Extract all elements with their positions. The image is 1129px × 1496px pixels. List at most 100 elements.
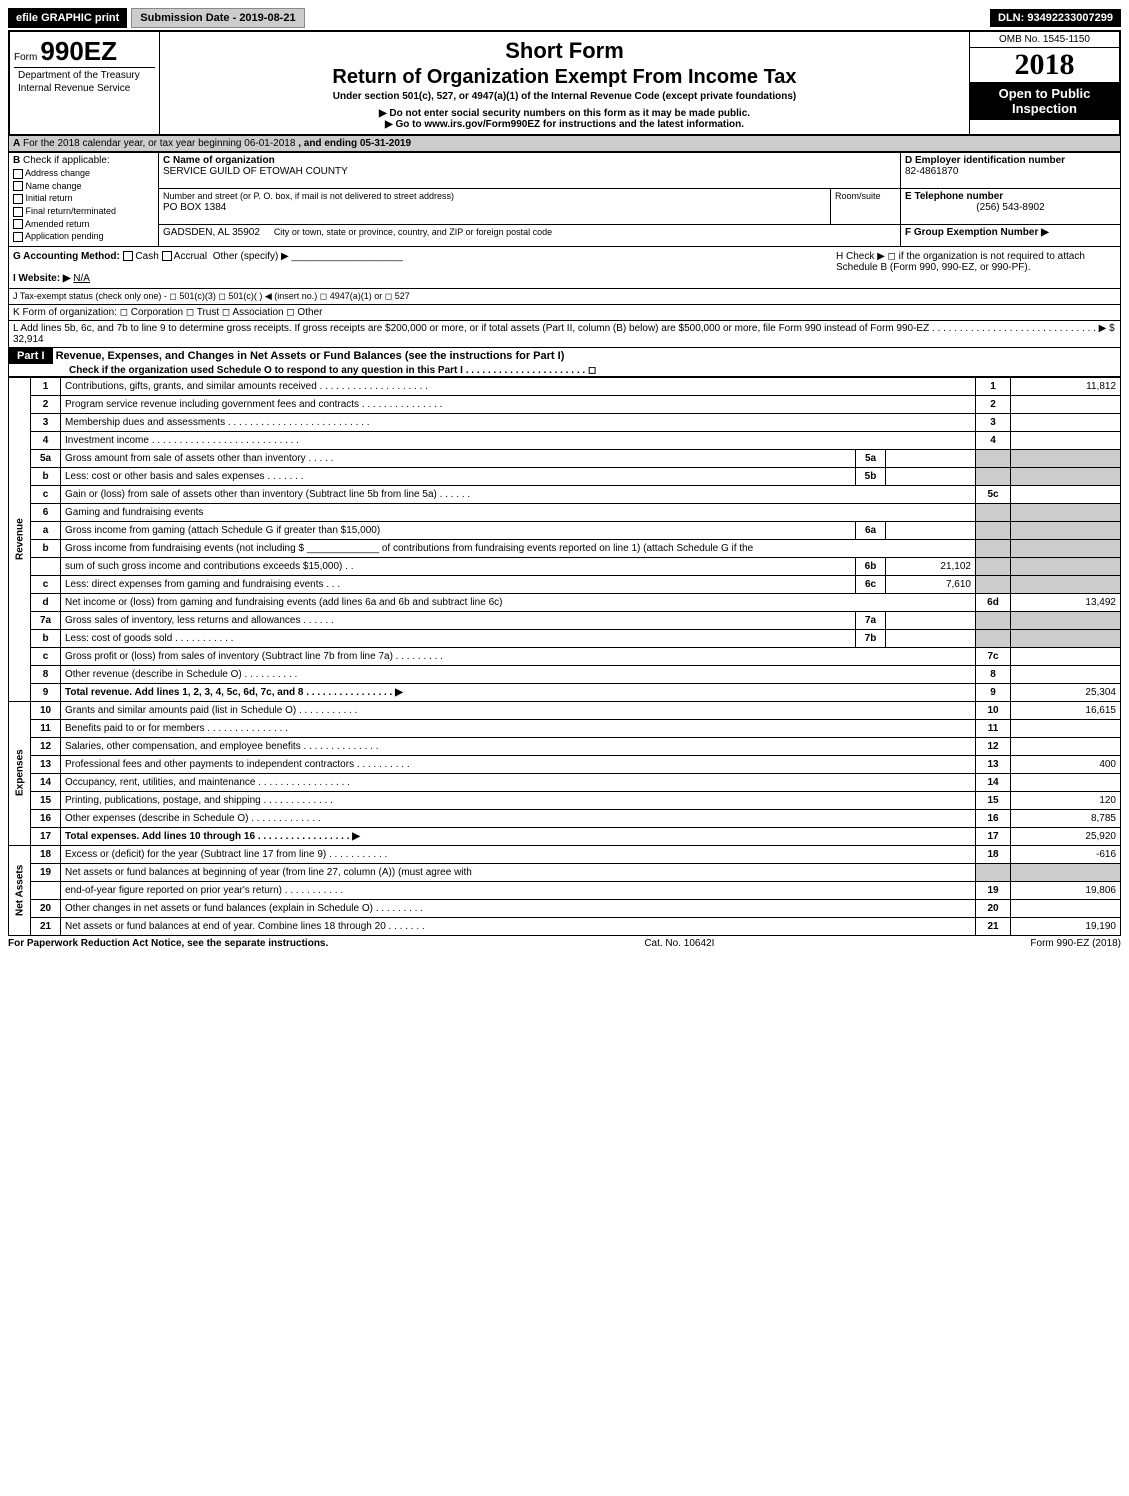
inner-box-label: 7b <box>856 629 886 647</box>
accrual-checkbox[interactable] <box>162 251 172 261</box>
line-description: Gain or (loss) from sale of assets other… <box>61 485 976 503</box>
line-row: 7aGross sales of inventory, less returns… <box>9 611 1121 629</box>
inner-box-label: 6b <box>856 557 886 575</box>
check-address-change[interactable] <box>13 169 23 179</box>
section-h-text: H Check ▶ ◻ if the organization is not r… <box>836 251 1116 284</box>
check-initial-return[interactable] <box>13 194 23 204</box>
section-b-title: Check if applicable: <box>23 155 110 166</box>
goto-link[interactable]: ▶ Go to www.irs.gov/Form990EZ for instru… <box>164 119 965 130</box>
form-number: 990EZ <box>40 36 117 66</box>
line-box: 5c <box>976 485 1011 503</box>
outer-box-shaded <box>976 611 1011 629</box>
lines-table: Revenue1Contributions, gifts, grants, an… <box>8 377 1121 936</box>
org-info-table: B Check if applicable: Address change Na… <box>8 152 1121 247</box>
line-number: a <box>31 521 61 539</box>
line-description: Contributions, gifts, grants, and simila… <box>61 377 976 395</box>
line-value <box>1011 899 1121 917</box>
inner-value <box>886 467 976 485</box>
cash-checkbox[interactable] <box>123 251 133 261</box>
city-value: GADSDEN, AL 35902 <box>163 227 260 238</box>
line-value <box>1011 719 1121 737</box>
line-box: 21 <box>976 917 1011 935</box>
outer-value-shaded <box>1011 467 1121 485</box>
footer-mid: Cat. No. 10642I <box>644 938 714 949</box>
line-description: Net income or (loss) from gaming and fun… <box>61 593 976 611</box>
check-name-change[interactable] <box>13 181 23 191</box>
check-application-pending[interactable] <box>13 232 23 242</box>
form-header: Form 990EZ Department of the Treasury In… <box>8 30 1121 136</box>
website-value: N/A <box>73 273 90 284</box>
line-description: Excess or (deficit) for the year (Subtra… <box>61 845 976 863</box>
line-number: 8 <box>31 665 61 683</box>
line-row: dNet income or (loss) from gaming and fu… <box>9 593 1121 611</box>
footer-left: For Paperwork Reduction Act Notice, see … <box>8 938 328 949</box>
line-row: 9Total revenue. Add lines 1, 2, 3, 4, 5c… <box>9 683 1121 701</box>
inner-box-label: 7a <box>856 611 886 629</box>
line-description: Total expenses. Add lines 10 through 16 … <box>61 827 976 845</box>
line-number: 10 <box>31 701 61 719</box>
line-row: 8Other revenue (describe in Schedule O) … <box>9 665 1121 683</box>
line-box: 6d <box>976 593 1011 611</box>
line-number: c <box>31 575 61 593</box>
value-empty <box>1011 503 1121 521</box>
outer-value-shaded <box>1011 449 1121 467</box>
line-value <box>1011 485 1121 503</box>
line-value <box>1011 773 1121 791</box>
line-number: 2 <box>31 395 61 413</box>
line-row: 19Net assets or fund balances at beginni… <box>9 863 1121 881</box>
line-number: 18 <box>31 845 61 863</box>
section-d-label: D Employer identification number <box>905 155 1065 166</box>
line-box: 16 <box>976 809 1011 827</box>
line-number: 4 <box>31 431 61 449</box>
line-number <box>31 557 61 575</box>
line-value: 16,615 <box>1011 701 1121 719</box>
line-description: Gross income from gaming (attach Schedul… <box>61 521 856 539</box>
line-box: 12 <box>976 737 1011 755</box>
line-description: Net assets or fund balances at end of ye… <box>61 917 976 935</box>
section-a: A For the 2018 calendar year, or tax yea… <box>8 136 1121 152</box>
form-subtitle: Under section 501(c), 527, or 4947(a)(1)… <box>164 91 965 102</box>
form-title-short: Short Form <box>164 38 965 64</box>
line-description: Gross income from fundraising events (no… <box>61 539 976 557</box>
line-row: 3Membership dues and assessments . . . .… <box>9 413 1121 431</box>
efile-print-button[interactable]: efile GRAPHIC print <box>8 8 127 28</box>
inner-box-label: 5a <box>856 449 886 467</box>
outer-value-shaded <box>1011 575 1121 593</box>
line-value: 13,492 <box>1011 593 1121 611</box>
line-row: 21Net assets or fund balances at end of … <box>9 917 1121 935</box>
line-box: 11 <box>976 719 1011 737</box>
opt-label: Initial return <box>26 193 73 203</box>
line-description: Benefits paid to or for members . . . . … <box>61 719 976 737</box>
line-number: 5a <box>31 449 61 467</box>
check-final-return/terminated[interactable] <box>13 207 23 217</box>
line-number: 3 <box>31 413 61 431</box>
city-label: City or town, state or province, country… <box>274 227 552 237</box>
cash-label: Cash <box>135 251 158 262</box>
line-description: Total revenue. Add lines 1, 2, 3, 4, 5c,… <box>61 683 976 701</box>
line-number: c <box>31 647 61 665</box>
outer-box-shaded <box>976 467 1011 485</box>
line-value <box>1011 431 1121 449</box>
line-box: 17 <box>976 827 1011 845</box>
form-title-main: Return of Organization Exempt From Incom… <box>164 66 965 89</box>
box-empty <box>976 539 1011 557</box>
line-row: cGross profit or (loss) from sales of in… <box>9 647 1121 665</box>
line-description: Other expenses (describe in Schedule O) … <box>61 809 976 827</box>
open-public-badge: Open to Public Inspection <box>970 82 1119 120</box>
section-a-label: A <box>13 138 20 149</box>
addr-label: Number and street (or P. O. box, if mail… <box>163 191 454 201</box>
line-number: 6 <box>31 503 61 521</box>
submission-date-button[interactable]: Submission Date - 2019-08-21 <box>131 8 304 28</box>
line-value: 25,920 <box>1011 827 1121 845</box>
line-number: 21 <box>31 917 61 935</box>
line-row: Expenses10Grants and similar amounts pai… <box>9 701 1121 719</box>
line-number: 1 <box>31 377 61 395</box>
line-box: 19 <box>976 881 1011 899</box>
line-row: end-of-year figure reported on prior yea… <box>9 881 1121 899</box>
line-value <box>1011 737 1121 755</box>
check-amended-return[interactable] <box>13 219 23 229</box>
section-band-net: Net Assets <box>9 845 31 935</box>
opt-label: Application pending <box>25 231 104 241</box>
outer-box-shaded <box>976 449 1011 467</box>
line-description: Gross amount from sale of assets other t… <box>61 449 856 467</box>
